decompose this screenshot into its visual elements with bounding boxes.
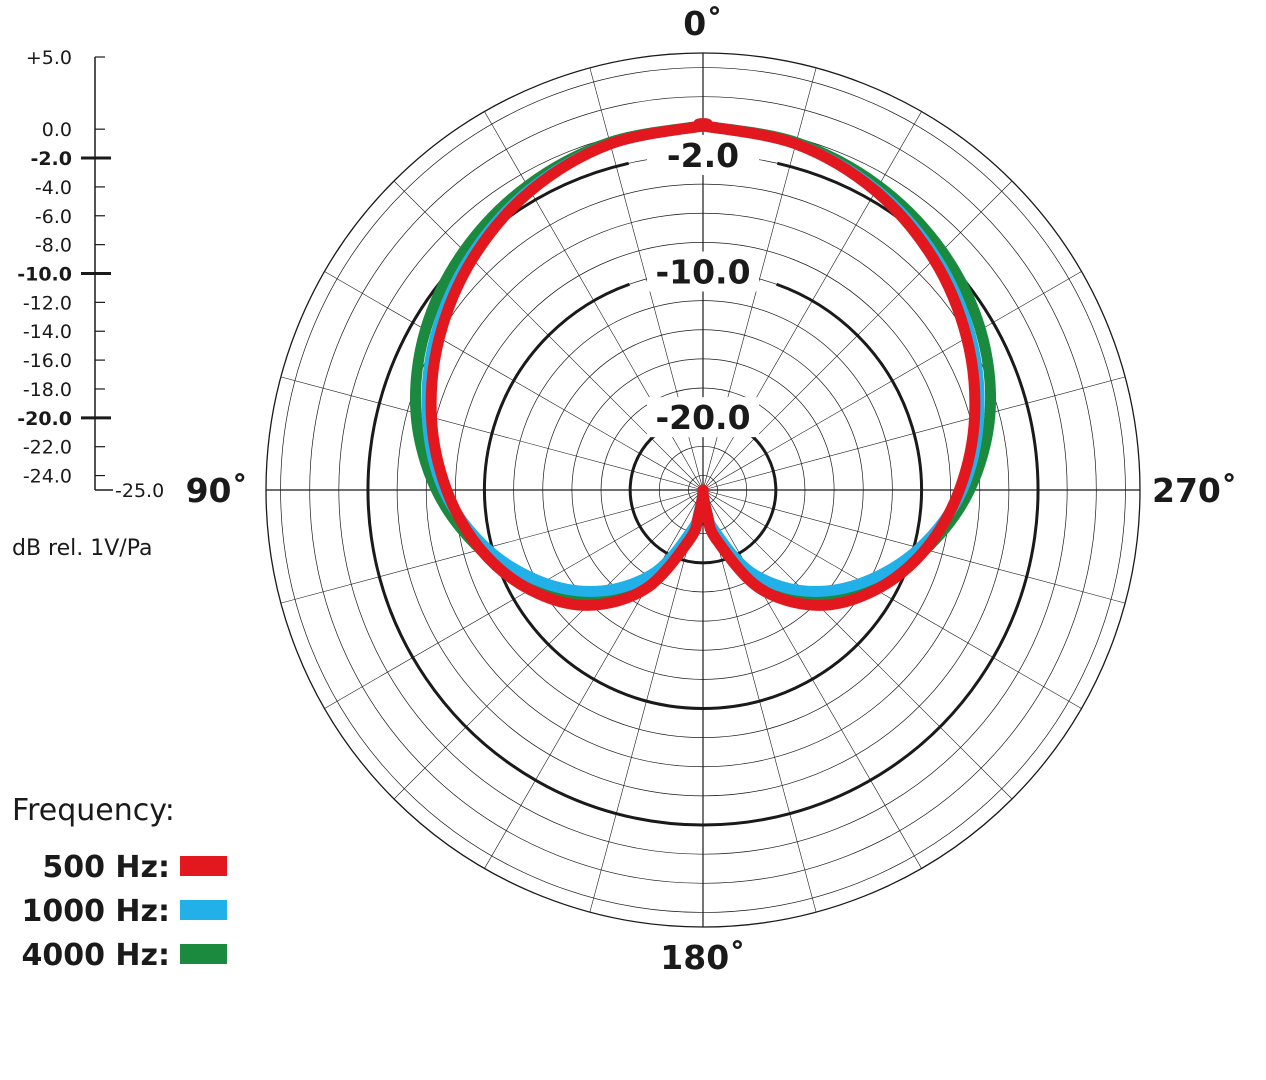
grid-ring-14 <box>542 329 864 651</box>
scale-tick-label: -20.0 <box>17 408 72 430</box>
polar-grid <box>265 52 1141 928</box>
grid-ring-16 <box>571 358 835 622</box>
scale-tick-label: -12.0 <box>23 292 72 314</box>
series-curve-500-hz <box>425 118 981 611</box>
legend-swatch-500-hz <box>180 856 227 876</box>
grid-ring-18 <box>600 387 806 593</box>
ring-label-10-0: -10.0 <box>655 253 750 292</box>
angle-label-0: 0˚ <box>683 4 722 43</box>
scale-tick-label: -14.0 <box>23 321 72 343</box>
scale-tick-label: 0.0 <box>42 119 72 141</box>
major-ring-labels: -2.0 -10.0 -20.0 <box>647 134 759 438</box>
scale-tick-label: -18.0 <box>23 379 72 401</box>
major-ring-2-0 <box>366 161 1040 827</box>
scale-tick-label: +5.0 <box>26 47 72 69</box>
scale-tick-label: -22.0 <box>23 437 72 459</box>
angle-label-270: 270˚ <box>1152 471 1237 510</box>
major-ring-20-0 <box>628 433 778 565</box>
legend: Frequency: 500 Hz: 1000 Hz: 4000 Hz: <box>12 793 227 973</box>
angle-label-90: 90˚ <box>186 471 248 510</box>
scale-tick-label: -24.0 <box>23 466 72 488</box>
legend-swatch-4000-hz <box>180 944 227 964</box>
angle-label-180: 180˚ <box>660 938 745 977</box>
ring-label-2-0: -2.0 <box>667 136 739 175</box>
legend-title: Frequency: <box>12 793 175 828</box>
ring-label-backing <box>647 397 759 438</box>
grid-ring-12 <box>513 300 893 680</box>
scale-tick-label: -10.0 <box>17 264 72 286</box>
grid-ring-8 <box>455 242 951 738</box>
grid-ring-4 <box>396 183 1010 797</box>
grid-ring-4 <box>280 67 1126 913</box>
scale-tick-label: -25.0 <box>115 480 164 502</box>
scale-tick-label: -8.0 <box>35 235 72 257</box>
ring-label-20-0: -20.0 <box>655 398 750 437</box>
scale-tick-label: -16.0 <box>23 350 72 372</box>
legend-swatch-1000-hz <box>180 900 227 920</box>
grid-ring-22 <box>658 445 748 535</box>
legend-label-4000-hz: 4000 Hz: <box>21 938 170 973</box>
grid-ring-2 <box>309 96 1097 884</box>
angle-labels: 0˚ 90˚ 180˚ 270˚ <box>186 4 1238 977</box>
scale-tick-label: -4.0 <box>35 177 72 199</box>
legend-label-1000-hz: 1000 Hz: <box>21 894 170 929</box>
ring-label-backing <box>647 251 759 292</box>
grid-ring-6 <box>425 212 981 768</box>
series-curves <box>409 118 997 611</box>
scale-tick-label: -6.0 <box>35 206 72 228</box>
major-ring-10-0 <box>483 282 923 710</box>
scale-unit-label: dB rel. 1V/Pa <box>12 536 152 561</box>
ring-label-backing <box>647 134 759 175</box>
scale-tick-label: -2.0 <box>30 148 72 170</box>
db-scale: +5.0 0.0 -2.0 -4.0 -6.0 -8.0 -10.0 -12.0 -14.0 -1… <box>12 47 164 561</box>
legend-label-500-hz: 500 Hz: <box>42 850 170 885</box>
